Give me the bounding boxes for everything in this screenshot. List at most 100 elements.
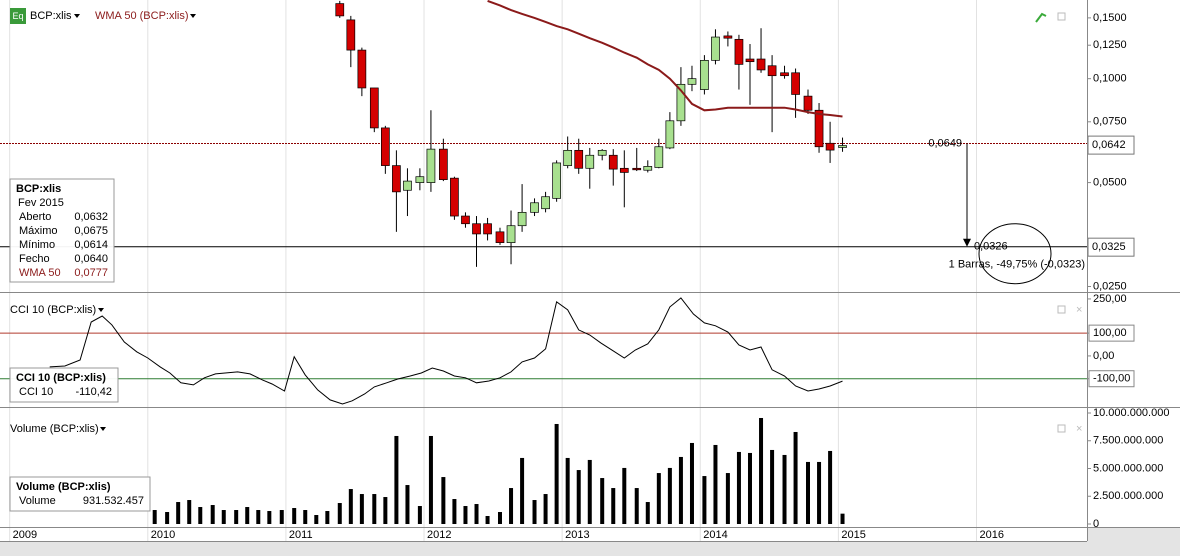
info-row-label: CCI 10 [19, 386, 53, 398]
panel-title[interactable]: CCI 10 (BCP:xlis) [10, 304, 96, 316]
candle-body [369, 87, 379, 129]
dropdown[interactable] [100, 427, 106, 431]
y-tick-box [1088, 324, 1135, 342]
bar [509, 488, 514, 525]
reference-label: 0,0326 [974, 241, 1008, 253]
bar [221, 510, 226, 525]
bar [303, 510, 308, 525]
bar [314, 515, 319, 525]
y-tick-label: 0,0500 [1093, 176, 1127, 188]
bar [256, 510, 261, 525]
dropdown[interactable] [98, 308, 104, 312]
panel-close[interactable]: × [1076, 304, 1082, 316]
bar [383, 497, 388, 525]
info-row-value: 931.532.457 [83, 495, 144, 507]
candle-body [552, 162, 561, 199]
y-tick-label: 0,1000 [1093, 73, 1127, 85]
y-tick-label: 0,1250 [1093, 39, 1127, 51]
bar [689, 442, 694, 525]
bar [520, 457, 525, 525]
bar [210, 505, 215, 525]
info-row-value: 0,0640 [74, 253, 108, 265]
info-row-value: 0,0675 [74, 225, 108, 237]
bar [554, 423, 559, 525]
y-tick-label: -100,00 [1093, 373, 1130, 385]
bar [622, 467, 627, 525]
panel-button[interactable] [1057, 424, 1066, 433]
trend-icon[interactable] [1035, 12, 1047, 23]
bar [782, 454, 787, 525]
bar [793, 431, 798, 525]
bar [667, 467, 672, 525]
info-row-label: Fecho [19, 253, 50, 265]
info-row-value: 0,0614 [74, 239, 108, 251]
candle-body [838, 145, 847, 148]
info-row-label: Mínimo [19, 239, 55, 251]
candle-body [711, 36, 720, 61]
candle-body [814, 109, 824, 148]
bar [497, 512, 502, 525]
bar [463, 506, 468, 525]
info-date: Fev 2015 [18, 197, 64, 209]
bar [452, 499, 457, 525]
info-title: BCP:xlis [16, 183, 61, 195]
panel-marks [0, 0, 1087, 267]
candle-body [608, 154, 618, 170]
symbol-icon[interactable] [10, 8, 26, 24]
info-row-value: -110,42 [76, 386, 113, 398]
y-tick-label: 0,0750 [1093, 116, 1127, 128]
panel-button[interactable] [1057, 12, 1066, 21]
y-tick-label: 2.500.000.000 [1093, 490, 1163, 502]
candle-body [687, 78, 697, 85]
y-tick-box [1088, 370, 1135, 388]
candle-body [563, 149, 573, 166]
corner [1087, 527, 1180, 556]
price-label: 0,0642 [1092, 139, 1126, 151]
info-title: Volume (BCP:xlis) [16, 481, 111, 493]
price-label: 0,0325 [1092, 241, 1126, 253]
bar [645, 502, 650, 525]
panel-marks [0, 297, 1087, 405]
info-box [9, 178, 115, 283]
bar [656, 473, 661, 525]
panel-close[interactable]: × [1076, 423, 1082, 435]
bar [474, 504, 479, 525]
bar [817, 461, 822, 525]
candle-body [506, 225, 516, 243]
bar [565, 457, 570, 525]
panel-marks [152, 417, 845, 525]
candle-body [597, 149, 607, 156]
bar [713, 444, 718, 525]
bar [152, 510, 157, 525]
series-title[interactable]: BCP:xlis [30, 10, 72, 22]
bar [405, 485, 410, 525]
measure-circle [978, 223, 1052, 285]
y-tick-label: 10.000.000.000 [1093, 407, 1169, 419]
bar [372, 494, 377, 525]
candle-body [357, 49, 367, 89]
x-tick-label: 2015 [841, 529, 865, 541]
symbol-icon-text: Eq [12, 11, 23, 21]
candle-body [495, 231, 505, 243]
bar [325, 511, 330, 525]
dropdown[interactable] [190, 14, 196, 18]
overlay-title[interactable]: WMA 50 (BCP:xlis) [95, 10, 189, 22]
x-tick-label: 2012 [427, 529, 451, 541]
x-tick-label: 2014 [703, 529, 727, 541]
candle-body [803, 95, 813, 111]
info-row-label: Volume [19, 495, 56, 507]
bar [485, 516, 490, 525]
info-title: CCI 10 (BCP:xlis) [16, 372, 106, 384]
x-tick-label: 2013 [565, 529, 589, 541]
overlay-line [487, 0, 843, 118]
bar [198, 507, 203, 525]
bar [394, 435, 399, 525]
dropdown[interactable] [74, 14, 80, 18]
candle-body [780, 72, 789, 77]
status-strip [0, 541, 1180, 556]
candle-body [392, 165, 401, 193]
candle-body [700, 59, 709, 90]
panel-button[interactable] [1057, 305, 1066, 314]
panel-title[interactable]: Volume (BCP:xlis) [10, 423, 99, 435]
